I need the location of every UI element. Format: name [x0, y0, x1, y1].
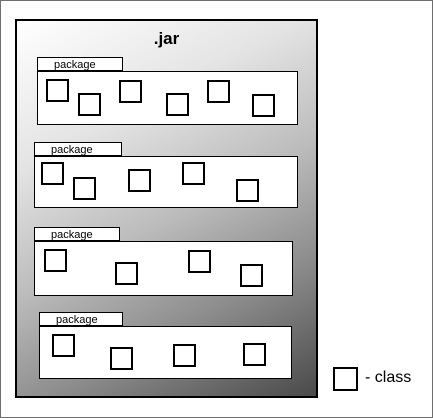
package-tab-1: package [37, 57, 123, 71]
class-icon [240, 264, 263, 287]
class-icon [207, 80, 230, 103]
class-icon [73, 177, 96, 200]
class-icon [252, 94, 275, 117]
class-icon [182, 162, 205, 185]
package-3 [34, 241, 293, 296]
class-icon [46, 79, 69, 102]
class-icon [166, 93, 189, 116]
class-icon [78, 93, 101, 116]
package-tab-2: package [34, 142, 122, 156]
class-icon [52, 334, 75, 357]
class-icon [119, 80, 142, 103]
package-tab-4: package [39, 312, 123, 326]
class-icon [110, 347, 133, 370]
class-icon [236, 179, 259, 202]
class-icon [128, 169, 151, 192]
package-4 [39, 326, 292, 379]
class-icon [173, 344, 196, 367]
jar-title: .jar [153, 29, 180, 48]
class-icon [44, 249, 67, 272]
class-icon [188, 250, 211, 273]
legend-class-icon [333, 367, 358, 391]
package-1 [37, 71, 298, 125]
legend-label: - class [365, 369, 412, 386]
class-icon [41, 162, 64, 185]
package-2 [34, 156, 298, 208]
class-icon [115, 262, 138, 285]
package-tab-3: package [34, 227, 120, 241]
class-icon [243, 343, 266, 366]
